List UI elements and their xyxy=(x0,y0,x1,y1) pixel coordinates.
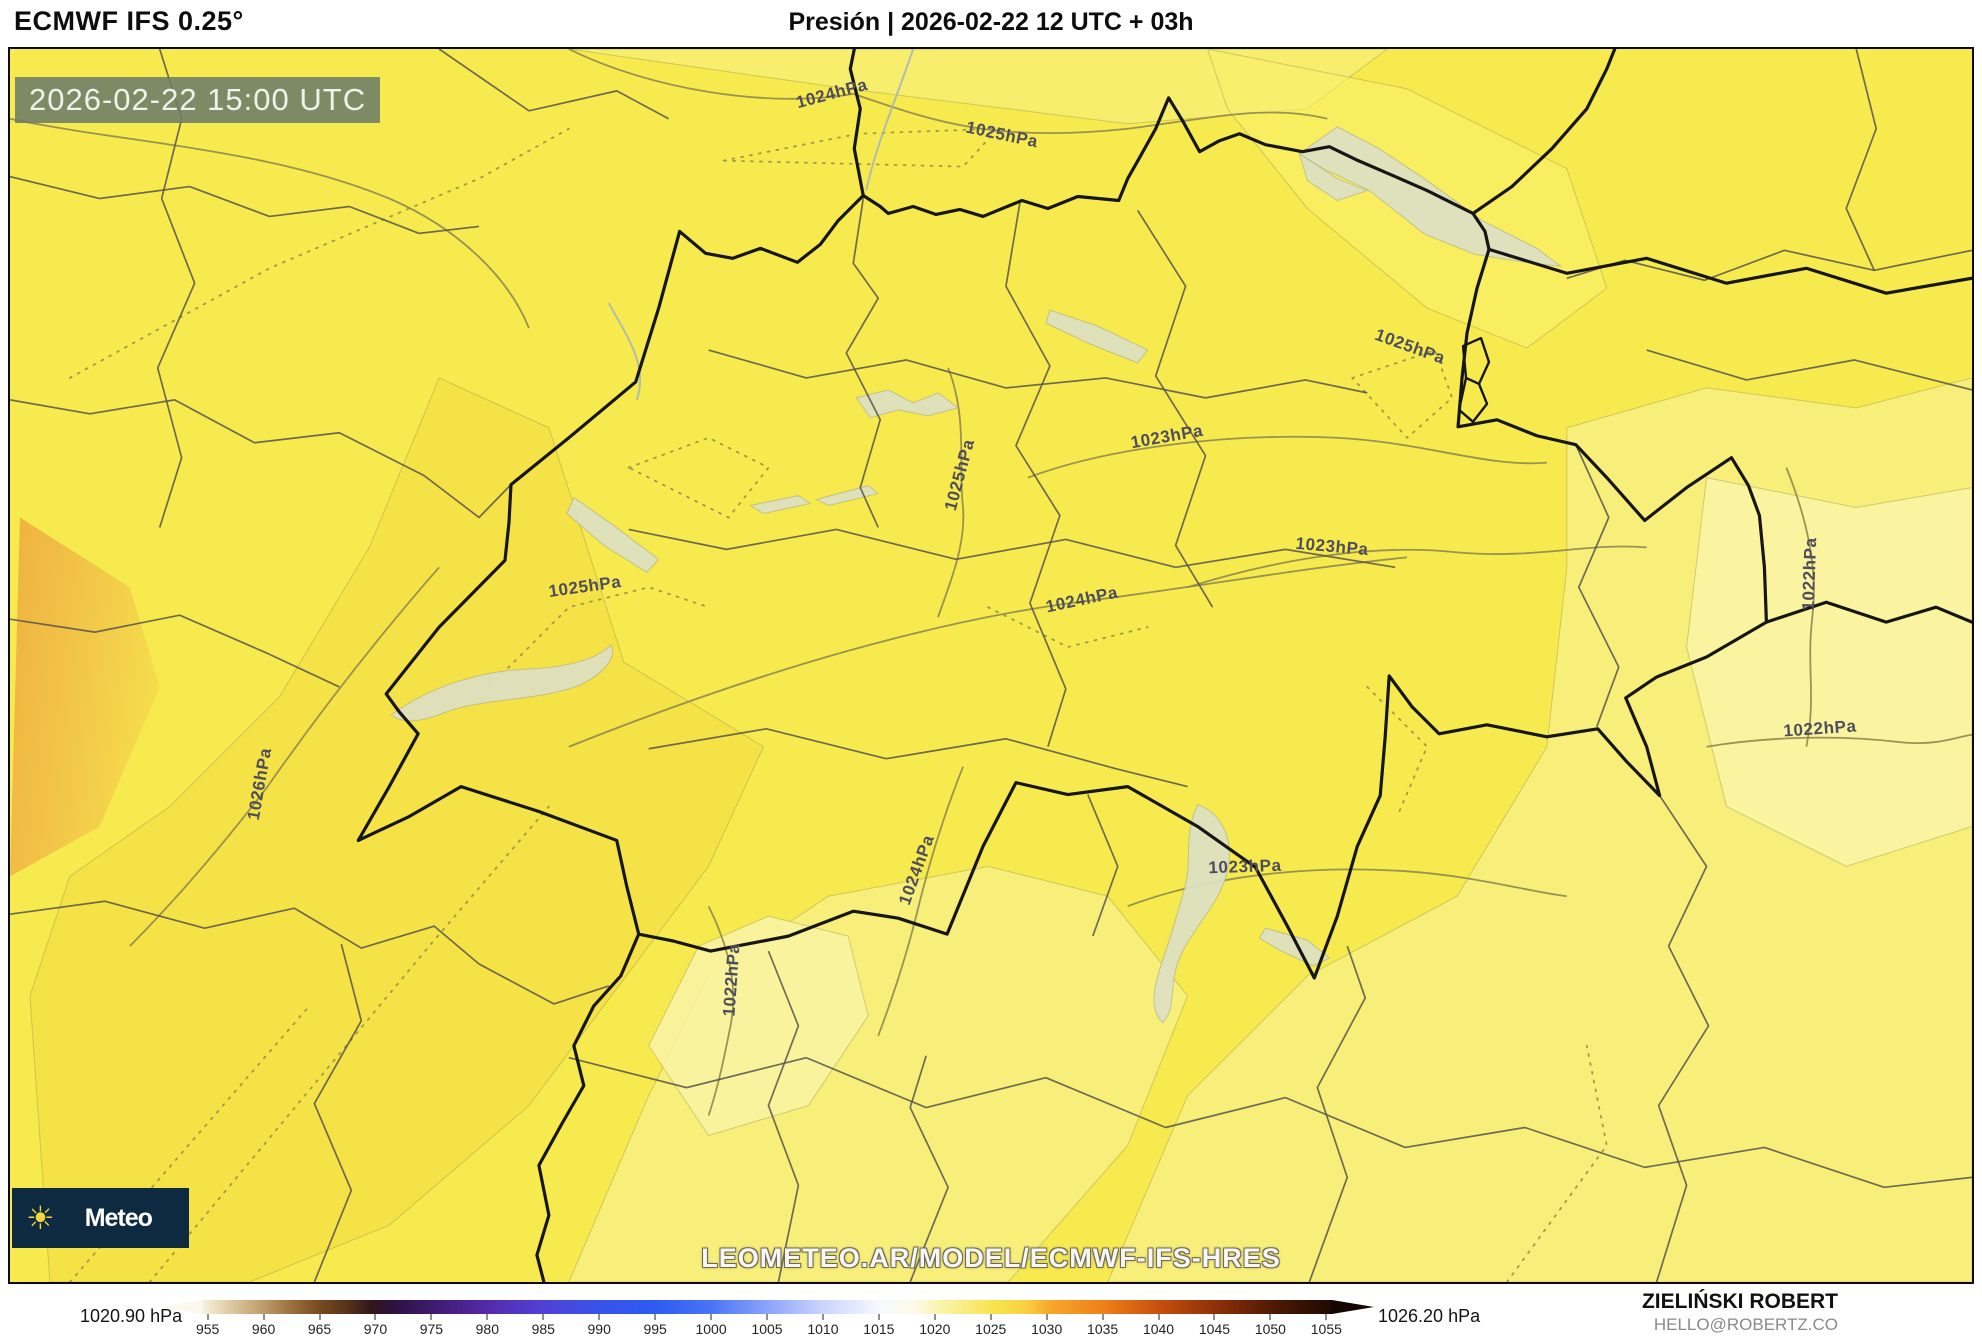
colorbar-arrow-left xyxy=(160,1300,202,1314)
colorbar-tick-label: 955 xyxy=(195,1321,220,1337)
lake-maggiore xyxy=(1153,803,1230,1024)
colorbar-tick-mark xyxy=(1325,1314,1327,1320)
border-bregenz-ne xyxy=(1471,49,1617,216)
logo-text: Meteo xyxy=(84,1203,153,1232)
colorbar-ticks: 955 960 965 970 975 980 985 990 995 1000 1005 1010 1… xyxy=(196,1314,1342,1338)
contour-label: 1025hPa xyxy=(964,117,1040,152)
colorbar-tick-mark xyxy=(374,1314,376,1320)
colorbar-tick-label: 1040 xyxy=(1142,1321,1175,1337)
lake-constance-finger xyxy=(1298,152,1369,202)
colorbar-tick-label: 975 xyxy=(419,1321,444,1337)
border-liechtenstein xyxy=(1457,336,1491,423)
colorbar-tick-mark xyxy=(486,1314,488,1320)
colorbar-tick-label: 1030 xyxy=(1031,1321,1063,1337)
colorbar-tick-label: 1050 xyxy=(1254,1321,1286,1337)
contour-labels: 1024hPa 1025hPa 1025hPa 1023hPa 1025hPa 1023h… xyxy=(10,49,1972,1282)
contour-label: 1023hPa xyxy=(1129,420,1205,453)
colorbar-tick-mark xyxy=(1269,1314,1271,1320)
colorbar-tick-mark xyxy=(934,1314,936,1320)
river-doubs xyxy=(607,302,642,401)
lake-lucerne xyxy=(855,389,960,419)
colorbar-tick-mark xyxy=(542,1314,544,1320)
contour-label: 1022hPa xyxy=(719,942,744,1018)
contour-label: 1026hPa xyxy=(243,746,276,822)
contour-label: 1023hPa xyxy=(1294,533,1370,560)
lake-constance xyxy=(1298,126,1563,267)
lake-lugano xyxy=(1258,927,1331,967)
colorbar-tick-mark xyxy=(822,1314,824,1320)
colorbar-tick-mark xyxy=(207,1314,209,1320)
contour-label: 1023hPa xyxy=(1208,855,1282,878)
author-name: ZIELIŃSKI ROBERT xyxy=(1641,1290,1838,1313)
lake-zurich xyxy=(1045,309,1149,364)
colorbar-tick-label: 1025 xyxy=(975,1321,1007,1337)
colorbar-max-value: 1026.20 hPa xyxy=(1378,1306,1481,1326)
country-borders xyxy=(356,49,1972,1282)
colorbar-tick-label: 1010 xyxy=(807,1321,839,1337)
colorbar-arrow-right xyxy=(1332,1300,1374,1314)
colorbar-tick-mark xyxy=(654,1314,656,1320)
colorbar-tick-label: 1045 xyxy=(1198,1321,1231,1337)
colorbar-tick-mark xyxy=(1046,1314,1048,1320)
colorbar-tick-mark xyxy=(598,1314,600,1320)
colorbar-tick-label: 970 xyxy=(363,1321,388,1337)
timestamp-badge: 2026-02-22 15:00 UTC xyxy=(15,77,381,123)
contour-label: 1025hPa xyxy=(940,437,979,513)
colorbar-gradient xyxy=(202,1300,1332,1314)
contour-label: 1024hPa xyxy=(895,832,938,908)
contour-label: 1024hPa xyxy=(1044,582,1120,617)
colorbar-tick-mark xyxy=(878,1314,880,1320)
colorbar-min-value: 1020.90 hPa xyxy=(80,1306,183,1326)
pressure-map-svg xyxy=(10,49,1972,1282)
lake-neuchatel xyxy=(566,496,660,573)
pressure-shading xyxy=(10,49,1972,1282)
contour-label: 1022hPa xyxy=(1782,716,1858,741)
contour-label: 1024hPa xyxy=(794,74,870,113)
colorbar-tick-label: 985 xyxy=(531,1321,555,1337)
contour-lines-solid xyxy=(10,49,1972,1116)
colorbar-tick-label: 1005 xyxy=(751,1321,783,1337)
colorbar-tick-mark xyxy=(1213,1314,1215,1320)
colorbar-tick-label: 1055 xyxy=(1310,1321,1342,1337)
colorbar-tick-label: 1020 xyxy=(919,1321,951,1337)
colorbar-tick-mark xyxy=(430,1314,432,1320)
site-logo: ☀ Meteo xyxy=(12,1188,189,1248)
contour-label: 1025hPa xyxy=(547,572,623,602)
colorbar-tick-mark xyxy=(710,1314,712,1320)
border-germany-austria xyxy=(1487,247,1972,295)
lake-thun xyxy=(749,495,812,515)
lake-geneva xyxy=(390,644,613,722)
border-france-italy xyxy=(535,932,641,1282)
colorbar-tick-label: 995 xyxy=(643,1321,667,1337)
colorbar-tick-mark xyxy=(766,1314,768,1320)
border-austria-italy xyxy=(1764,600,1972,624)
colorbar-tick-label: 960 xyxy=(251,1321,276,1337)
colorbar-tick-label: 990 xyxy=(587,1321,611,1337)
watermark: LEOMETEO.AR/MODEL/ECMWF-IFS-HRES xyxy=(701,1243,1281,1273)
lake-brienz xyxy=(814,485,880,507)
colorbar-tick-label: 980 xyxy=(475,1321,499,1337)
colorbar-tick-mark xyxy=(1102,1314,1104,1320)
colorbar-tick-label: 1015 xyxy=(863,1321,895,1337)
contour-lines-dotted xyxy=(68,127,1608,1282)
contour-label: 1022hPa xyxy=(1798,537,1821,611)
colorbar-tick-mark xyxy=(263,1314,265,1320)
page-title: Presión | 2026-02-22 12 UTC + 03h xyxy=(788,8,1194,36)
pressure-map: 2026-02-22 15:00 UTC 1024hPa 1025hPa 1025h… xyxy=(8,47,1974,1284)
colorbar-tick-mark xyxy=(319,1314,321,1320)
contour-label: 1025hPa xyxy=(1372,325,1448,368)
colorbar-tick-label: 1000 xyxy=(695,1321,727,1337)
sun-icon: ☀ xyxy=(26,1200,55,1236)
colorbar-tick-mark xyxy=(990,1314,992,1320)
colorbar-tick-mark xyxy=(1158,1314,1160,1320)
border-rhine-north xyxy=(848,49,865,198)
model-label: ECMWF IFS 0.25° xyxy=(14,6,244,36)
river-rhine xyxy=(865,49,915,191)
lakes xyxy=(390,126,1563,1024)
region-borders xyxy=(10,49,1972,1282)
colorbar-tick-label: 965 xyxy=(307,1321,332,1337)
author-contact: HELLO@ROBERTZ.CO xyxy=(1653,1315,1838,1334)
colorbar-tick-label: 1035 xyxy=(1087,1321,1119,1337)
rivers xyxy=(607,49,915,401)
